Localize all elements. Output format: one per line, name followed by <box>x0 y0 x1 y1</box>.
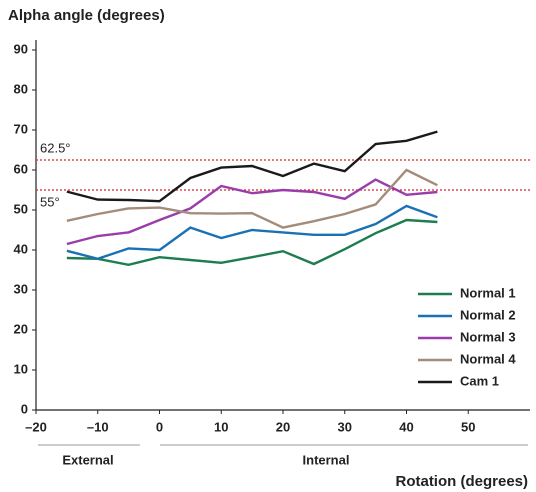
legend-label: Normal 4 <box>460 351 516 366</box>
y-tick-label: 40 <box>14 241 28 256</box>
chart-title: Alpha angle (degrees) <box>8 7 165 24</box>
series-line <box>66 168 438 229</box>
reference-label: 62.5° <box>40 140 71 155</box>
y-tick-label: 20 <box>14 321 28 336</box>
y-tick-label: 90 <box>14 41 28 56</box>
y-tick-label: 30 <box>14 281 28 296</box>
x-tick-label: 40 <box>399 419 413 434</box>
x-tick-label: 10 <box>214 419 228 434</box>
group-label: External <box>62 452 113 467</box>
series-line <box>66 218 438 267</box>
x-tick-label: 30 <box>338 419 352 434</box>
series-line <box>66 204 438 261</box>
group-label: Internal <box>303 452 350 467</box>
legend-label: Cam 1 <box>460 373 499 388</box>
legend-label: Normal 3 <box>460 329 516 344</box>
x-axis-label: Rotation (degrees) <box>395 473 528 490</box>
legend-label: Normal 2 <box>460 307 516 322</box>
y-tick-label: 60 <box>14 161 28 176</box>
y-tick-label: 80 <box>14 81 28 96</box>
y-tick-label: 70 <box>14 121 28 136</box>
x-tick-label: –10 <box>87 419 109 434</box>
x-tick-label: –20 <box>25 419 47 434</box>
x-tick-label: 0 <box>156 419 163 434</box>
reference-label: 55° <box>40 194 60 209</box>
series-line <box>66 178 438 246</box>
y-tick-label: 10 <box>14 361 28 376</box>
series-line <box>66 130 438 203</box>
x-tick-label: 20 <box>276 419 290 434</box>
y-tick-label: 50 <box>14 201 28 216</box>
y-tick-label: 0 <box>21 401 28 416</box>
x-tick-label: 50 <box>461 419 475 434</box>
legend-label: Normal 1 <box>460 285 516 300</box>
